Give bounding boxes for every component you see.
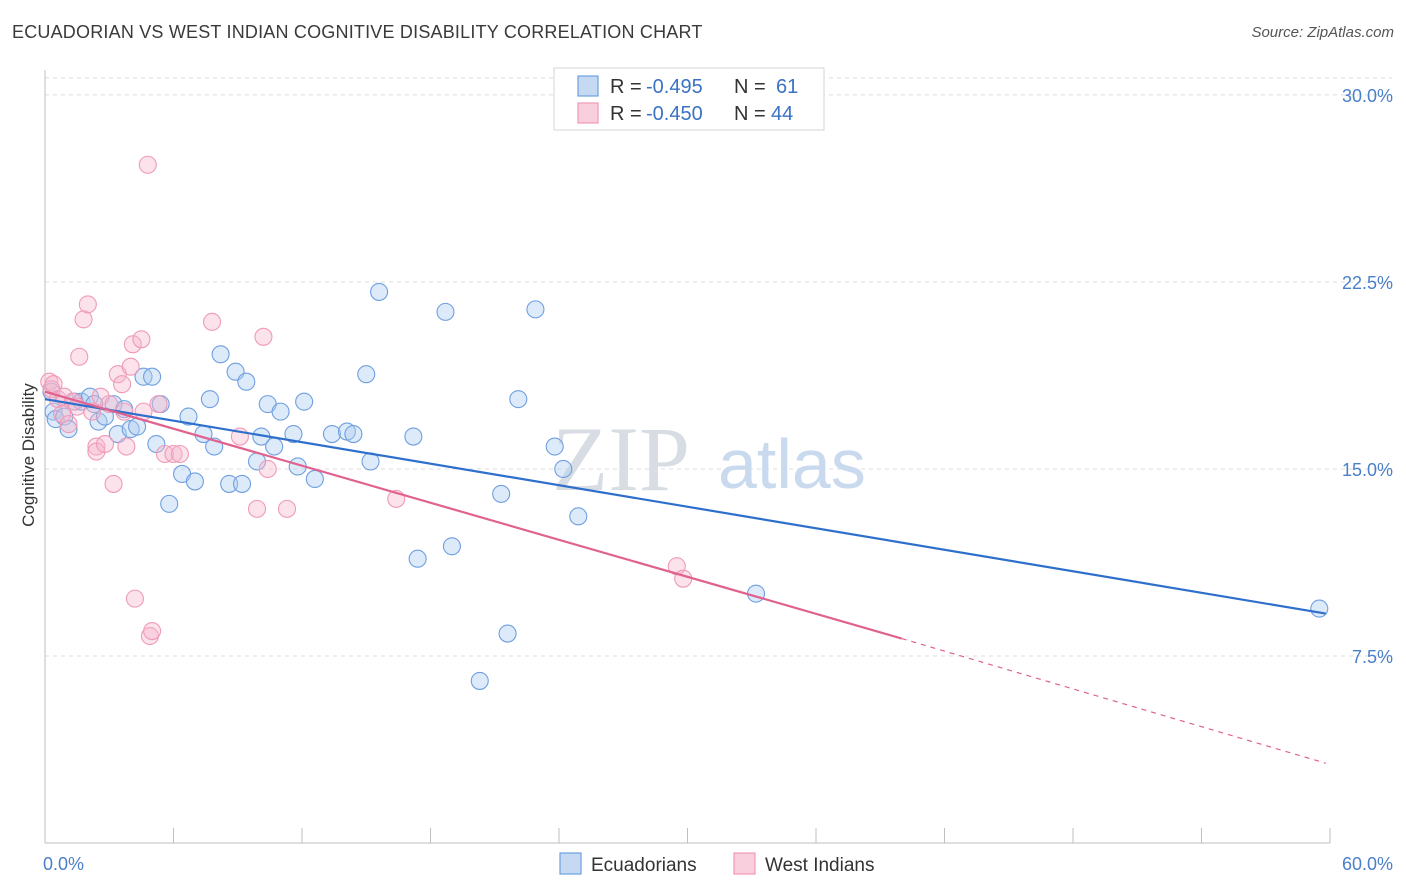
y-tick-labels: 7.5% 15.0% 22.5% 30.0% [1342,86,1393,667]
legend-n-label-2: N = [734,103,766,125]
ecuadorians-point-49 [442,537,461,556]
x-tick-label-0: 0.0% [43,854,84,874]
west-indians-point-20 [113,375,132,394]
y-tick-label-2: 22.5% [1342,273,1393,293]
west-indians-point-34 [170,444,189,464]
ecuadorians-point-40 [322,425,342,444]
legend-box [553,67,825,131]
ecuadorians-point-35 [271,402,290,421]
series-legend-ecuadorians: Ecuadorians [591,855,697,876]
ecuadorians-point-48 [436,302,455,321]
west-indians-point-11 [78,295,97,314]
ecuadorians-point-56 [554,459,573,479]
ecuadorians-point-24 [200,390,219,409]
watermark-zip: ZIP [552,408,690,510]
ecuadorians-point-26 [211,345,230,364]
x-tick-label-1: 60.0% [1342,854,1393,874]
legend-n-label-1: N = [734,76,766,98]
west-indians-trend-extension [901,637,1326,764]
west-indians-point-10 [74,310,93,329]
data-points [40,155,1329,690]
ecuadorians-point-21 [179,407,198,426]
legend-n-value-1: 61 [776,76,798,98]
legend-swatch-west-indians [577,102,599,124]
west-indians-point-30 [143,621,162,641]
ecuadorians-point-30 [237,372,256,391]
west-indians-point-2 [44,375,63,394]
y-tick-label-3: 30.0% [1342,86,1393,106]
ecuadorians-point-4 [59,420,78,439]
west-indians-point-4 [53,405,72,424]
chart-title: ECUADORIAN VS WEST INDIAN COGNITIVE DISA… [12,22,703,42]
ecuadorians-point-50 [470,671,489,690]
series-legend-west-indians: West Indians [765,855,874,876]
ecuadorians-point-16 [143,367,162,386]
source-label: Source: ZipAtlas.com [1251,24,1394,41]
ecuadorians-point-19 [160,494,179,513]
ecuadorians-point-42 [344,425,363,444]
ecuadorians-point-45 [370,282,389,301]
west-indians-point-35 [203,312,222,331]
ecuadorians-point-34 [265,437,284,456]
ecuadorians-point-52 [498,624,517,643]
axes [44,70,1331,844]
west-indians-point-40 [277,499,297,518]
west-indians-point-6 [59,415,78,434]
legend-r-label-1: R = [610,76,642,98]
west-indians-point-16 [95,434,115,454]
x-tick-labels: 0.0% 60.0% [43,854,1393,874]
trend-lines [44,390,1326,764]
ecuadorians-point-53 [509,390,528,409]
ecuadorians-point-36 [284,425,303,444]
legend-n-value-2: 44 [771,103,793,125]
legend-r-label-2: R = [610,103,642,125]
west-indians-point-18 [104,474,123,493]
ecuadorians-point-27 [220,474,239,493]
west-indians-point-9 [70,347,89,366]
west-indians-point-24 [123,335,142,354]
legend-r-value-1: -0.495 [646,76,703,98]
ecuadorians-point-43 [357,365,376,384]
ecuadorians-point-58 [746,584,766,603]
west-indians-point-31 [149,395,168,414]
ecuadorians-point-47 [408,549,427,568]
west-indians-point-25 [125,589,144,608]
ecuadorians-point-38 [295,392,314,411]
west-indians-point-23 [121,357,140,376]
ecuadorians-point-22 [185,472,204,491]
legend: R = -0.495 N = 61 R = -0.450 N = 44 [553,67,825,131]
west-indians-point-39 [258,459,277,479]
west-indians-point-26 [132,330,151,349]
west-indians-point-37 [247,499,267,518]
y-axis-title: Cognitive Disability [19,383,38,527]
watermark-atlas: atlas [718,425,866,503]
y-tick-label-1: 15.0% [1342,460,1393,480]
west-indians-point-33 [164,444,183,464]
ecuadorians-point-46 [404,427,423,446]
ecuadorians-point-51 [492,484,511,503]
ecuadorians-trend-line [44,398,1326,615]
west-indians-point-28 [138,155,157,174]
gridlines [45,77,1392,657]
ecuadorians-point-57 [569,507,588,526]
west-indians-point-22 [117,437,136,456]
watermark: ZIP atlas [552,408,866,510]
ecuadorians-point-39 [305,469,324,488]
legend-swatch-ecuadorians [577,75,599,97]
ecuadorians-point-29 [232,474,252,493]
legend-r-value-2: -0.450 [646,103,703,125]
ecuadorians-point-55 [545,437,564,456]
west-indians-trend-line [44,390,902,640]
y-tick-label-0: 7.5% [1352,647,1393,667]
series-legend-swatch-ecuadorians [559,852,582,875]
west-indians-point-38 [254,327,273,346]
ecuadorians-point-54 [526,300,545,319]
series-legend: Ecuadorians West Indians [559,852,874,876]
series-legend-swatch-west-indians [733,852,756,875]
